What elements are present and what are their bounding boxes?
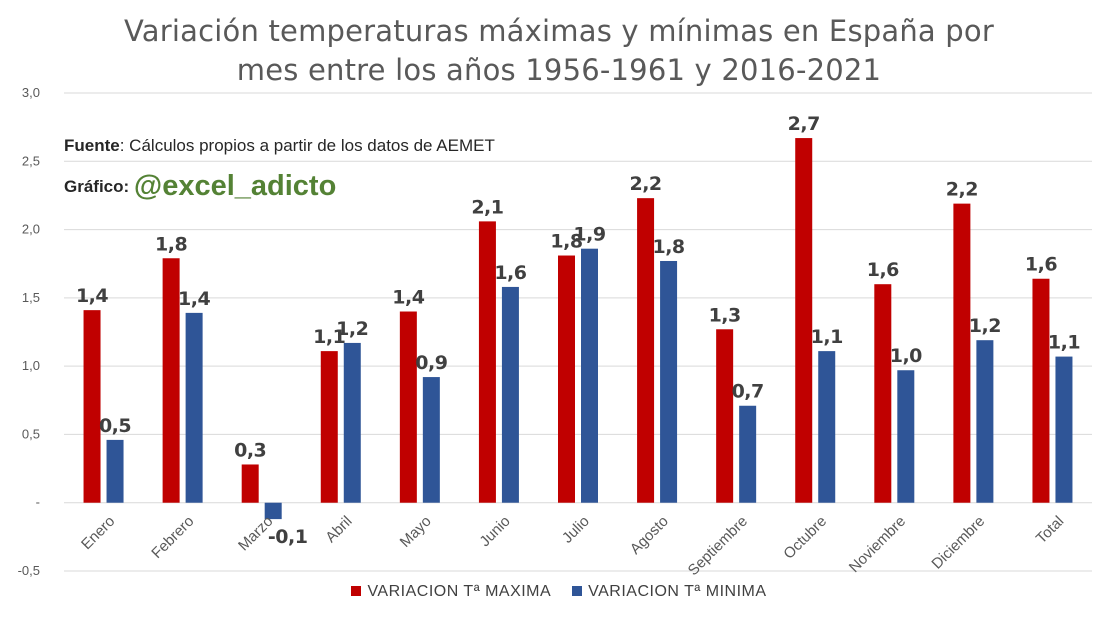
- chart-title: Variación temperaturas máximas y mínimas…: [0, 12, 1118, 90]
- data-label-max: 2,2: [629, 173, 661, 195]
- legend-label-min: VARIACION Tª MINIMA: [588, 583, 767, 600]
- x-tick-label: Noviembre: [846, 513, 909, 576]
- bar-min: [581, 248, 598, 503]
- bar-max: [637, 198, 655, 503]
- bar-max: [716, 329, 734, 503]
- bar-min: [897, 370, 915, 503]
- bar-min: [660, 260, 678, 503]
- y-tick-label: 0,5: [22, 426, 40, 441]
- x-tick-label: Mayo: [397, 513, 435, 551]
- legend-label-max: VARIACION Tª MAXIMA: [367, 583, 552, 600]
- bar-min: [422, 377, 440, 503]
- data-label-min: 1,2: [336, 318, 368, 340]
- x-tick-label: Total: [1033, 513, 1067, 547]
- bar-min: [343, 342, 361, 503]
- data-label-min: 1,9: [573, 224, 605, 246]
- legend-item-max: VARIACION Tª MAXIMA: [351, 583, 551, 601]
- credit-label: Gráfico:: [64, 177, 130, 196]
- data-label-min: 1,1: [811, 326, 843, 348]
- x-tick-label: Abril: [322, 513, 355, 546]
- x-tick-label: Octubre: [780, 513, 830, 563]
- data-label-min: 0,5: [99, 415, 131, 437]
- bar-max: [399, 311, 417, 503]
- data-label-min: 1,6: [494, 262, 526, 284]
- credit-handle: @excel_adicto: [133, 170, 337, 202]
- x-tick-label: Julio: [559, 513, 593, 547]
- data-label-max: 1,4: [392, 287, 424, 309]
- bar-min: [739, 405, 757, 503]
- x-tick-label: Enero: [78, 513, 118, 553]
- data-label-max: 1,1: [313, 326, 345, 348]
- bar-min: [185, 312, 203, 503]
- data-label-max: 0,3: [234, 439, 266, 461]
- chart-title-line-1: Variación temperaturas máximas y mínimas…: [124, 14, 994, 48]
- bar-min: [501, 286, 519, 503]
- data-label-max: 1,6: [1025, 254, 1057, 276]
- data-label-min: 0,7: [732, 381, 764, 403]
- source-label: Fuente: [64, 136, 120, 155]
- bar-max: [320, 351, 338, 503]
- data-label-max: 1,8: [550, 231, 582, 253]
- bar-min: [976, 340, 994, 503]
- legend-item-min: VARIACION Tª MINIMA: [572, 583, 766, 601]
- chart-legend: VARIACION Tª MAXIMA VARIACION Tª MINIMA: [0, 583, 1118, 601]
- x-tick-label: Diciembre: [928, 513, 988, 573]
- x-tick-label: Junio: [476, 513, 513, 550]
- data-label-min: 1,2: [969, 315, 1001, 337]
- y-tick-label: -0,5: [18, 563, 40, 578]
- bar-min: [106, 439, 124, 503]
- data-label-max: 1,8: [155, 233, 187, 255]
- y-tick-label: 2,0: [22, 222, 40, 237]
- y-tick-label: 2,5: [22, 153, 40, 168]
- y-tick-label: 1,0: [22, 358, 40, 373]
- data-label-min: -0,1: [268, 526, 308, 548]
- y-tick-label: -: [36, 495, 40, 510]
- data-label-max: 1,4: [76, 285, 108, 307]
- legend-swatch-min: [572, 586, 583, 596]
- data-label-min: 1,8: [652, 236, 684, 258]
- bar-max: [953, 203, 971, 503]
- x-tick-label: Febrero: [148, 513, 197, 562]
- bar-max: [478, 221, 496, 503]
- data-label-max: 2,2: [946, 179, 978, 201]
- data-label-min: 1,1: [1048, 332, 1080, 354]
- source-text: : Cálculos propios a partir de los datos…: [119, 136, 495, 155]
- data-label-min: 0,9: [415, 352, 447, 374]
- data-label-max: 1,6: [867, 259, 899, 281]
- bar-min: [264, 502, 282, 520]
- y-tick-label: 3,0: [22, 85, 40, 100]
- bar-max: [874, 284, 892, 503]
- bar-max: [83, 310, 101, 503]
- bar-min: [818, 351, 836, 503]
- bar-max: [241, 464, 259, 503]
- data-label-max: 2,7: [788, 113, 820, 135]
- bar-max: [1032, 278, 1050, 503]
- y-tick-label: 1,5: [22, 290, 40, 305]
- bar-max: [795, 138, 813, 503]
- data-label-max: 1,3: [709, 304, 741, 326]
- legend-swatch-max: [351, 586, 362, 596]
- data-label-max: 2,1: [471, 196, 503, 218]
- data-label-min: 1,4: [178, 288, 210, 310]
- x-tick-label: Septiembre: [685, 513, 751, 579]
- bar-max: [558, 255, 575, 503]
- data-label-min: 1,0: [890, 345, 922, 367]
- x-tick-label: Agosto: [627, 513, 672, 558]
- bar-max: [162, 258, 180, 503]
- chart-credit: Gráfico: @excel_adicto: [64, 170, 336, 203]
- source-note: Fuente: Cálculos propios a partir de los…: [64, 136, 495, 156]
- bar-min: [1055, 356, 1073, 503]
- chart-title-line-2: mes entre los años 1956-1961 y 2016-2021: [236, 53, 882, 87]
